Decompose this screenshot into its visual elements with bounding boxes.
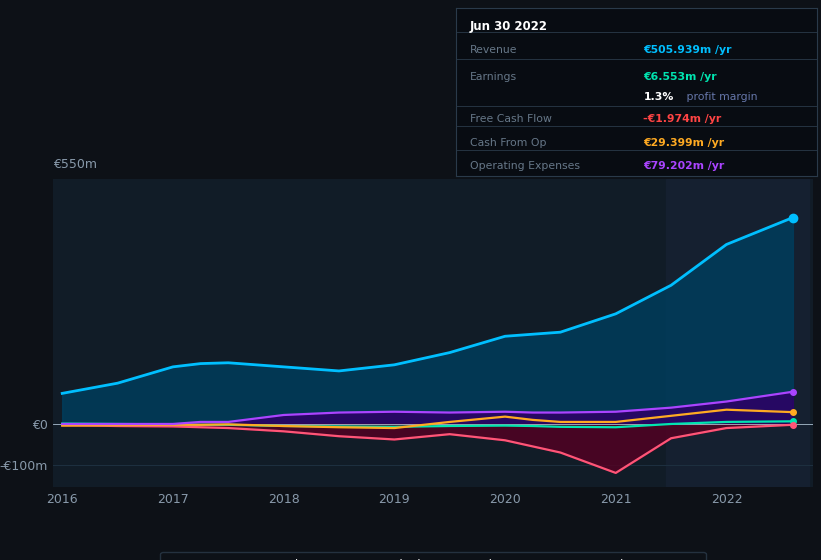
Text: €79.202m /yr: €79.202m /yr [644,161,725,171]
Text: Jun 30 2022: Jun 30 2022 [470,20,548,33]
Text: Operating Expenses: Operating Expenses [470,161,580,171]
Text: €29.399m /yr: €29.399m /yr [644,138,725,148]
Text: 1.3%: 1.3% [644,92,674,102]
Text: profit margin: profit margin [683,92,758,102]
Legend: Revenue, Earnings, Free Cash Flow, Cash From Op, Operating Expenses: Revenue, Earnings, Free Cash Flow, Cash … [160,552,706,560]
Text: -€1.974m /yr: -€1.974m /yr [644,114,722,124]
Bar [666,179,810,487]
Text: Free Cash Flow: Free Cash Flow [470,114,552,124]
Text: €550m: €550m [53,158,98,171]
Text: Cash From Op: Cash From Op [470,138,547,148]
Text: Earnings: Earnings [470,72,517,82]
Text: Revenue: Revenue [470,45,517,55]
Text: €505.939m /yr: €505.939m /yr [644,45,732,55]
Text: €6.553m /yr: €6.553m /yr [644,72,717,82]
